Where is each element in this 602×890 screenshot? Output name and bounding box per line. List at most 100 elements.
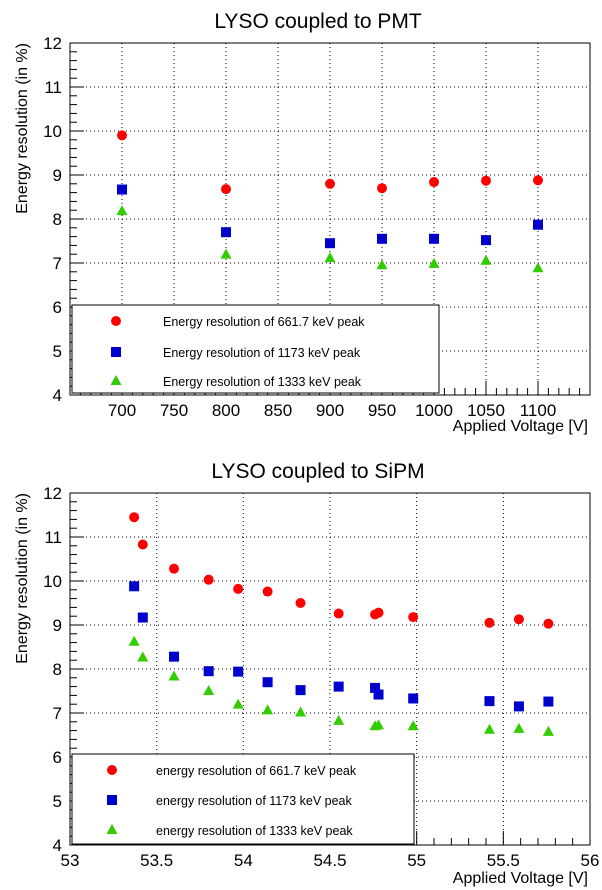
data-point-series-2 xyxy=(221,227,231,238)
data-point-series-1 xyxy=(169,563,179,574)
data-point-series-1 xyxy=(295,598,306,608)
data-point-series-2 xyxy=(129,581,140,592)
data-point-series-1 xyxy=(408,612,419,623)
legend-marker-series-3 xyxy=(110,375,122,385)
data-point-series-3 xyxy=(483,723,495,734)
x-axis-label: Applied Voltage [V] xyxy=(453,418,588,435)
legend-label-series-2: energy resolution of 1173 keV peak xyxy=(156,794,352,808)
data-point-series-3 xyxy=(295,706,307,717)
data-point-series-3 xyxy=(373,719,385,730)
y-tick-label: 11 xyxy=(44,528,62,547)
legend-marker-series-3 xyxy=(106,824,118,834)
legend-marker-series-1 xyxy=(107,765,117,775)
data-point-series-2 xyxy=(295,685,306,696)
data-point-series-2 xyxy=(481,235,491,246)
data-point-series-2 xyxy=(543,696,554,707)
legend-box xyxy=(71,753,415,845)
y-tick-label: 6 xyxy=(53,298,62,317)
legend-label-series-1: energy resolution of 661.7 keV peak xyxy=(156,764,357,778)
y-tick-label: 9 xyxy=(53,166,62,185)
x-tick-label: 55.5 xyxy=(487,851,520,870)
legend: energy resolution of 661.7 keV peak energ… xyxy=(71,753,415,845)
data-point-series-1 xyxy=(373,607,384,618)
data-point-series-1 xyxy=(533,175,543,186)
data-point-series-1 xyxy=(117,130,127,141)
y-tick-label: 11 xyxy=(44,78,62,97)
legend-label-series-2: Energy resolution of 1173 keV peak xyxy=(163,346,361,360)
data-point-series-3 xyxy=(333,714,345,725)
data-point-series-2 xyxy=(408,693,419,704)
data-point-series-1 xyxy=(429,177,439,188)
data-point-series-1 xyxy=(543,618,554,629)
data-point-series-3 xyxy=(407,720,419,731)
data-point-series-3 xyxy=(203,685,215,695)
y-tick-label: 10 xyxy=(43,572,62,591)
data-point-series-3 xyxy=(376,259,388,270)
x-tick-label: 700 xyxy=(108,401,136,420)
x-tick-label: 56 xyxy=(581,851,600,870)
y-tick-label: 12 xyxy=(43,34,62,53)
data-point-series-3 xyxy=(232,698,244,709)
chart-title: LYSO coupled to SiPM xyxy=(211,460,424,483)
data-point-series-2 xyxy=(373,689,384,700)
data-point-series-2 xyxy=(429,233,439,244)
x-tick-label: 1000 xyxy=(415,401,453,420)
y-tick-label: 6 xyxy=(53,748,62,767)
x-tick-label: 800 xyxy=(212,401,240,420)
y-tick-label: 10 xyxy=(43,122,62,141)
x-tick-label: 750 xyxy=(160,401,188,420)
data-point-series-3 xyxy=(513,722,525,733)
data-point-series-1 xyxy=(377,183,387,194)
data-point-series-2 xyxy=(325,238,335,249)
y-tick-label: 5 xyxy=(53,792,62,811)
legend-box xyxy=(71,304,440,394)
y-tick-label: 8 xyxy=(53,210,62,229)
legend: Energy resolution of 661.7 keV peak Energ… xyxy=(71,304,440,394)
data-point-series-2 xyxy=(533,219,543,230)
data-point-series-3 xyxy=(137,651,149,662)
x-axis-label: Applied Voltage [V] xyxy=(453,870,588,887)
data-point-series-3 xyxy=(480,254,492,265)
data-point-series-2 xyxy=(137,612,148,623)
y-tick-label: 7 xyxy=(53,254,62,273)
data-point-series-2 xyxy=(484,696,495,707)
data-point-series-2 xyxy=(233,666,244,677)
data-point-series-2 xyxy=(370,682,381,693)
data-point-series-2 xyxy=(377,233,387,244)
x-tick-label: 53.5 xyxy=(140,851,173,870)
data-point-series-2 xyxy=(513,701,524,712)
legend-marker-series-2 xyxy=(107,795,117,805)
data-point-series-1 xyxy=(513,614,524,625)
legend-marker-series-2 xyxy=(111,347,121,357)
data-point-series-3 xyxy=(324,252,336,263)
data-point-series-1 xyxy=(137,539,148,550)
y-axis-label: Energy resolution (in %) xyxy=(14,43,31,214)
data-point-series-2 xyxy=(333,681,344,692)
x-tick-label: 55 xyxy=(407,851,426,870)
data-point-series-1 xyxy=(333,608,344,619)
data-point-series-3 xyxy=(532,262,544,273)
x-tick-label: 1050 xyxy=(467,401,505,420)
y-tick-label: 4 xyxy=(53,836,62,855)
data-point-series-3 xyxy=(220,248,232,259)
y-tick-label: 12 xyxy=(43,484,62,503)
data-point-series-2 xyxy=(169,651,179,662)
data-point-series-1 xyxy=(484,617,495,628)
data-point-series-1 xyxy=(325,178,335,189)
data-point-series-3 xyxy=(128,635,140,646)
data-point-series-3 xyxy=(116,205,128,216)
data-point-series-1 xyxy=(233,583,244,594)
data-point-series-1 xyxy=(221,184,231,195)
y-tick-label: 7 xyxy=(53,704,62,723)
pmt-chart: LYSO coupled to PMT 4 5 6 7 8 9 10 11 12 700 750 80… xyxy=(14,10,591,435)
x-tick-label: 54 xyxy=(234,851,253,870)
data-point-series-3 xyxy=(168,670,180,681)
x-tick-label: 53 xyxy=(61,851,80,870)
x-tick-label: 54.5 xyxy=(313,851,346,870)
legend-label-series-1: Energy resolution of 661.7 keV peak xyxy=(163,315,365,329)
data-point-series-2 xyxy=(117,184,127,195)
data-point-series-1 xyxy=(481,175,491,186)
y-tick-label: 4 xyxy=(53,386,62,405)
